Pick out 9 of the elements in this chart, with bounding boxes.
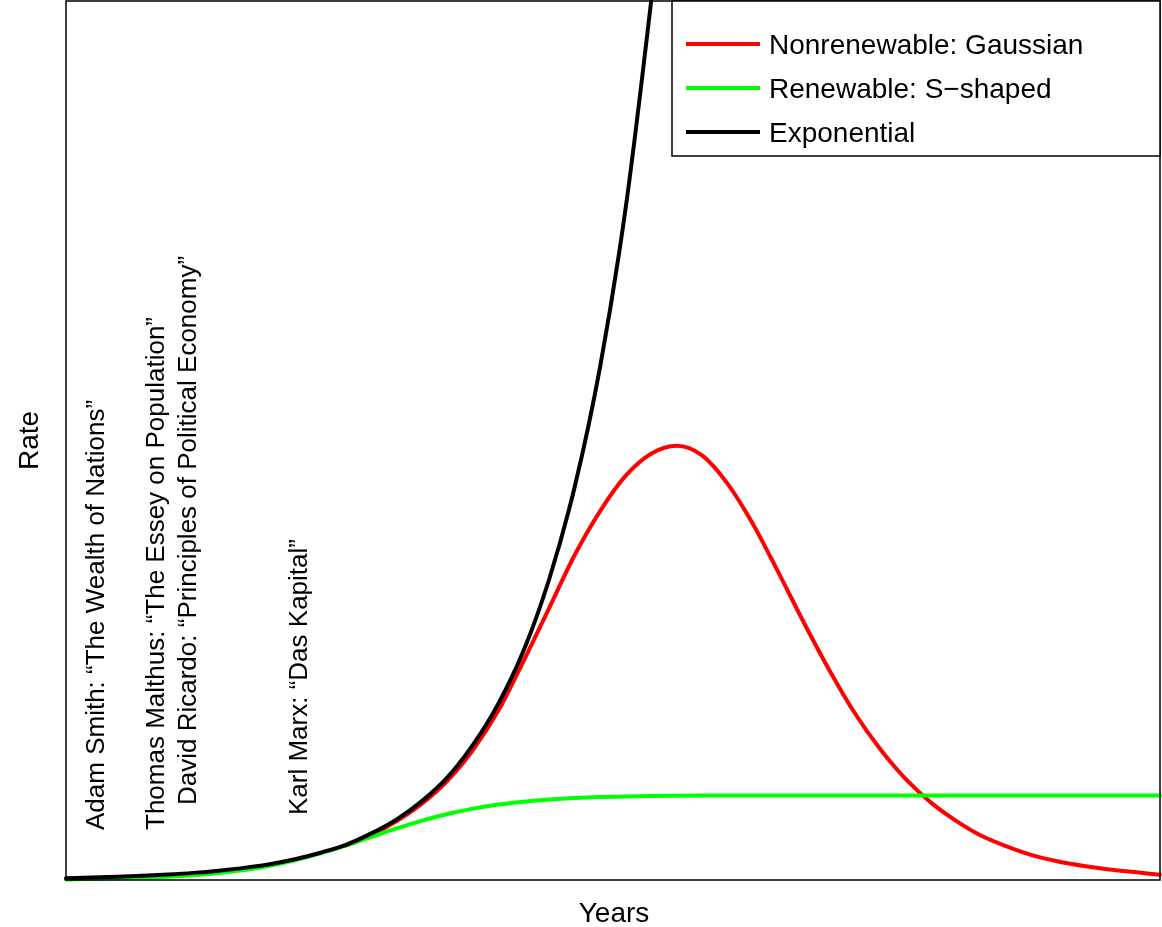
y-axis-title: Rate	[13, 410, 44, 471]
legend-label: Renewable: S−shaped	[769, 73, 1052, 104]
annotation: Thomas Malthus: “The Essey on Population”	[140, 316, 170, 830]
legend-label: Nonrenewable: Gaussian	[769, 29, 1084, 60]
annotation: David Ricardo: “Principles of Political Economy”	[172, 255, 202, 805]
legend-label: Exponential	[769, 117, 916, 148]
annotation: Adam Smith: “The Wealth of Nations”	[80, 399, 110, 830]
annotation: Karl Marx: “Das Kapital”	[283, 539, 313, 815]
x-axis-title: Years	[578, 897, 650, 927]
